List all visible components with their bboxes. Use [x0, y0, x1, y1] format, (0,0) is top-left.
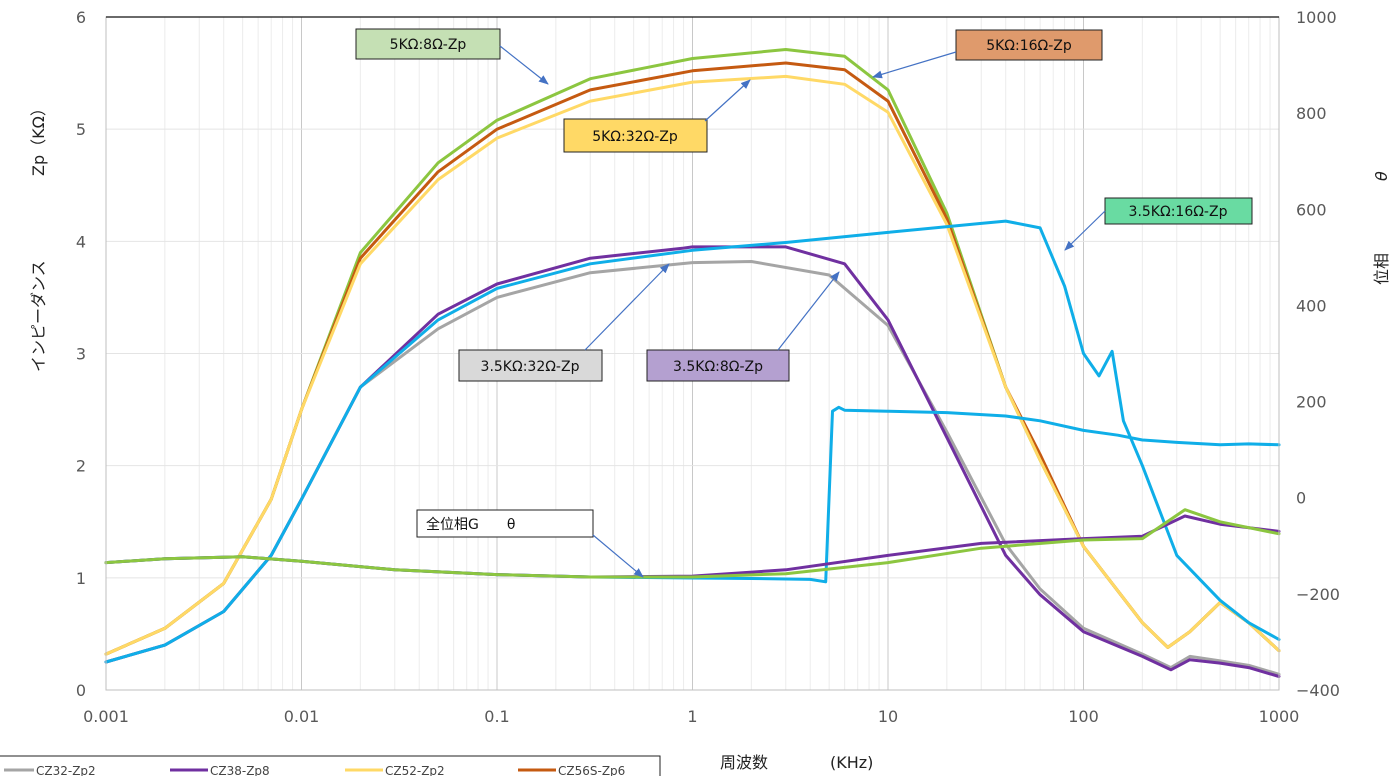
callout-5k-32ohm: 5KΩ:32Ω-Zp [563, 79, 751, 153]
legend-item-cz32: CZ32-Zp2 [4, 764, 96, 776]
x-tick-label: 100 [1068, 707, 1099, 726]
y-right-tick-label: 200 [1296, 393, 1327, 412]
callout-3-5k-8ohm: 3.5KΩ:8Ω-Zp [646, 271, 840, 382]
series-line-5 [104, 219, 1281, 664]
callouts: 5KΩ:8Ω-Zp 5KΩ:16Ω-Zp 5KΩ:32Ω-Zp 3.5KΩ:16… [355, 28, 1253, 578]
callout-phase: 全位相G θ [416, 509, 644, 578]
y-left-axis-symbol: Zp（KΩ） [29, 100, 48, 176]
y-left-tick-label: 5 [76, 120, 86, 139]
y-left-tick-label: 4 [76, 232, 86, 251]
y-left-tick-label: 3 [76, 345, 86, 364]
x-tick-label: 0.01 [284, 707, 320, 726]
callout-5k-8ohm: 5KΩ:8Ω-Zp [355, 28, 549, 85]
x-tick-label: 1 [687, 707, 697, 726]
x-tick-label: 10 [878, 707, 898, 726]
y-right-tick-label: 800 [1296, 104, 1327, 123]
svg-text:3.5KΩ:32Ω-Zp: 3.5KΩ:32Ω-Zp [481, 359, 580, 375]
series-line-8 [104, 508, 1281, 579]
x-tick-label: 1000 [1259, 707, 1300, 726]
y-left-tick-label: 6 [76, 8, 86, 27]
axis-titles: 周波数 (KHz) インピーダンス Zp（KΩ） 位相 θ [29, 100, 1391, 772]
legend-item-cz38: CZ38-Zp8 [170, 764, 270, 776]
y-left-axis-title: インピーダンス [29, 260, 48, 372]
legend: CZ32-Zp2 CZ38-Zp8 CZ52-Zp2 CZ56S-Zp6 [0, 755, 661, 776]
y-right-tick-label: 400 [1296, 296, 1327, 315]
y-left-tick-label: 2 [76, 457, 86, 476]
series-line-2 [104, 74, 1281, 656]
y-right-tick-label: 1000 [1296, 8, 1337, 27]
svg-text:CZ56S-Zp6: CZ56S-Zp6 [558, 764, 625, 776]
x-tick-label: 0.001 [83, 707, 129, 726]
y-right-tick-label: 600 [1296, 200, 1327, 219]
svg-text:5KΩ:16Ω-Zp: 5KΩ:16Ω-Zp [986, 38, 1072, 54]
svg-text:CZ52-Zp2: CZ52-Zp2 [385, 764, 445, 776]
svg-text:CZ32-Zp2: CZ32-Zp2 [36, 764, 96, 776]
x-axis-title: 周波数 [720, 753, 768, 772]
x-tick-label: 0.1 [484, 707, 509, 726]
x-axis-unit: (KHz) [830, 753, 873, 772]
callout-5k-16ohm: 5KΩ:16Ω-Zp [872, 29, 1103, 79]
legend-item-cz52: CZ52-Zp2 [345, 764, 445, 776]
y-left-tick-label: 1 [76, 569, 86, 588]
y-right-tick-label: −200 [1296, 585, 1340, 604]
svg-text:5KΩ:8Ω-Zp: 5KΩ:8Ω-Zp [390, 37, 467, 53]
y-right-axis-symbol: θ [1372, 171, 1391, 181]
legend-item-cz56s: CZ56S-Zp6 [518, 764, 625, 776]
svg-text:CZ38-Zp8: CZ38-Zp8 [210, 764, 270, 776]
y-right-tick-label: −400 [1296, 681, 1340, 700]
svg-text:5KΩ:32Ω-Zp: 5KΩ:32Ω-Zp [592, 129, 678, 145]
tick-labels: 0.001 0.01 0.1 1 10 100 1000 0 1 2 3 4 5 6 −400 −200 0 20… [76, 8, 1340, 726]
y-right-axis-title: 位相 [1372, 253, 1391, 285]
svg-text:3.5KΩ:16Ω-Zp: 3.5KΩ:16Ω-Zp [1129, 204, 1228, 220]
callout-3-5k-32ohm: 3.5KΩ:32Ω-Zp [458, 263, 670, 382]
svg-text:3.5KΩ:8Ω-Zp: 3.5KΩ:8Ω-Zp [673, 359, 763, 375]
series-group [104, 48, 1281, 678]
svg-text:全位相G θ: 全位相G θ [426, 516, 515, 533]
callout-3-5k-16ohm: 3.5KΩ:16Ω-Zp [1064, 197, 1253, 251]
plot-frame [105, 16, 1280, 691]
y-left-tick-label: 0 [76, 681, 86, 700]
y-right-tick-label: 0 [1296, 489, 1306, 508]
